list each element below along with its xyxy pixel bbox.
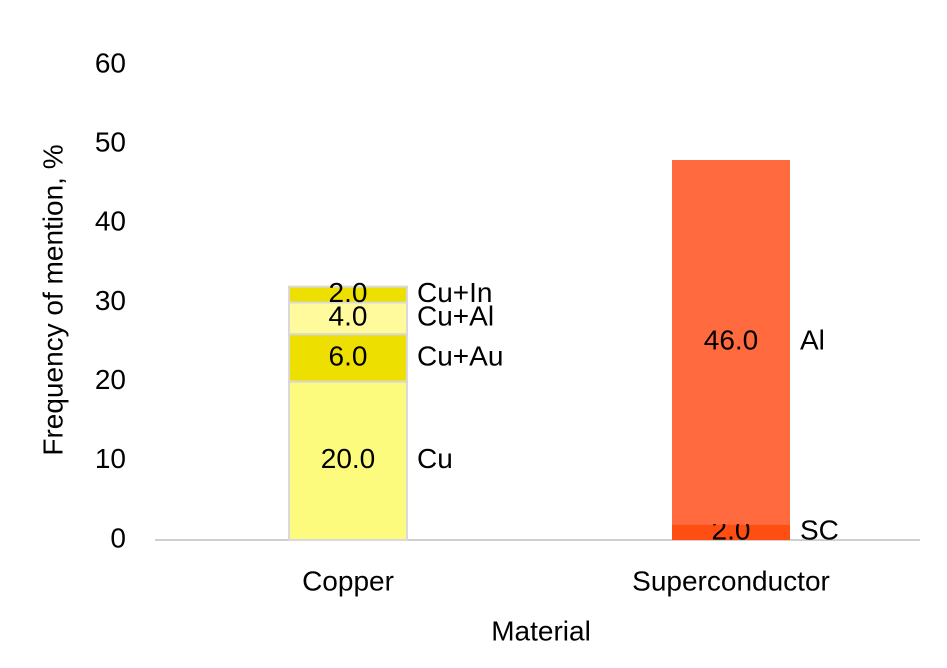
y-tick-label: 10 xyxy=(95,443,126,474)
x-tick-label: Copper xyxy=(302,565,394,596)
bar-segment xyxy=(672,160,790,525)
segment-name: Al xyxy=(800,324,825,355)
bar-segment xyxy=(288,285,408,304)
y-tick-label: 30 xyxy=(95,285,126,316)
x-axis-title: Material xyxy=(491,615,591,646)
bar-segment xyxy=(672,524,790,540)
x-tick-label: Superconductor xyxy=(632,565,830,596)
value-label: 20.0 xyxy=(321,443,376,474)
y-tick-label: 60 xyxy=(95,47,126,78)
segment-name: Cu xyxy=(417,443,453,474)
y-axis-title: Frequency of mention, % xyxy=(37,144,68,455)
bar-segment xyxy=(288,333,408,383)
segment-name: Cu+In xyxy=(417,277,493,308)
bar-segment xyxy=(288,380,408,541)
value-label: 6.0 xyxy=(329,340,368,371)
y-tick-label: 50 xyxy=(95,127,126,158)
y-tick-label: 0 xyxy=(110,522,126,553)
segment-name: SC xyxy=(800,514,839,545)
segment-name: Cu+Au xyxy=(417,340,503,371)
y-tick-label: 20 xyxy=(95,364,126,395)
value-label: 46.0 xyxy=(704,324,759,355)
value-label: 4.0 xyxy=(329,301,368,332)
segment-name: Cu+Al xyxy=(417,301,494,332)
value-label: 2.0 xyxy=(329,277,368,308)
y-tick-label: 40 xyxy=(95,206,126,237)
